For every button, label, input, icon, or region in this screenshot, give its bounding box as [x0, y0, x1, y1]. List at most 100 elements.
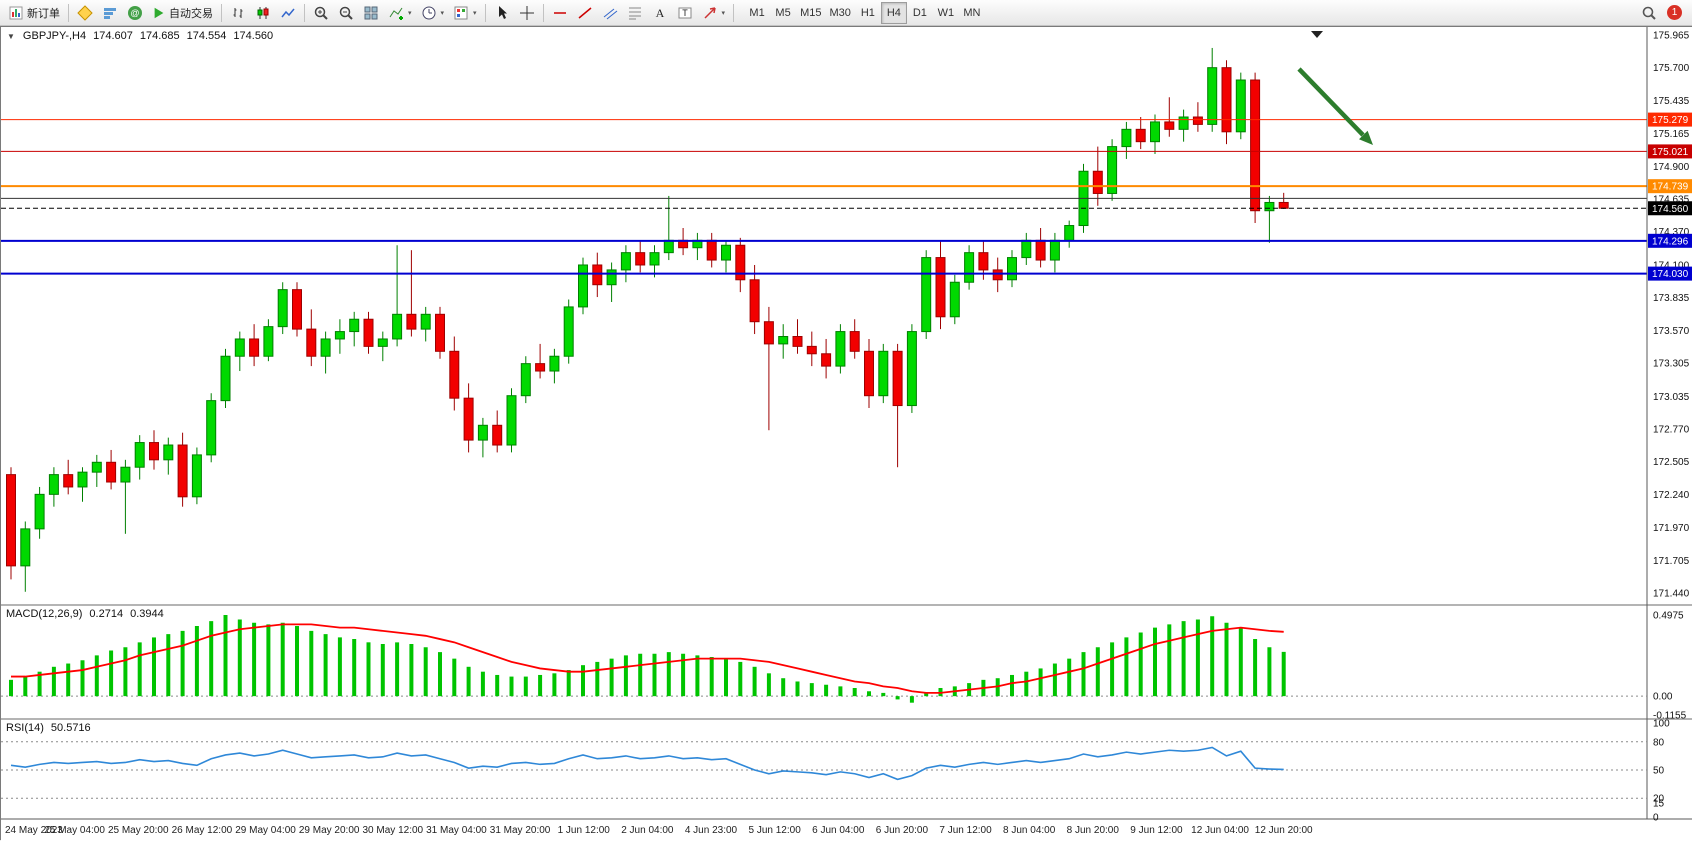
label-button[interactable]: T — [673, 2, 697, 24]
price-axis-label: 171.705 — [1653, 556, 1690, 567]
timeframe-d1-button[interactable]: D1 — [912, 6, 927, 19]
bear-candle — [149, 442, 159, 461]
line-chart-button[interactable] — [276, 2, 300, 24]
search-button[interactable] — [1637, 2, 1661, 24]
date-axis-label: 25 May 20:00 — [108, 825, 169, 836]
date-axis-label: 2 Jun 04:00 — [621, 825, 674, 836]
trendline-icon — [578, 6, 592, 19]
channel-button[interactable] — [598, 2, 622, 24]
chevron-down-icon: ▾ — [440, 9, 445, 17]
bear-candle — [735, 244, 746, 281]
arrow-annotation[interactable] — [1297, 67, 1365, 137]
chart-window: 175.965 175.700 175.435 175.165 174.900 174.6… — [0, 26, 1692, 841]
zoom-in-button[interactable] — [309, 2, 333, 24]
bear-candle — [849, 331, 860, 352]
text-button[interactable]: A — [648, 2, 672, 24]
fibonacci-button[interactable] — [623, 2, 647, 24]
bull-candle — [91, 461, 102, 473]
timeframe-mn-button[interactable]: MN — [963, 6, 981, 19]
rsi-axis-label: 15 — [1653, 798, 1665, 809]
price-tag — [1648, 144, 1692, 159]
bull-candle — [263, 326, 274, 357]
bear-candle — [6, 474, 16, 567]
auto-trading-button[interactable]: 自动交易 — [148, 2, 217, 24]
market-depth-button[interactable] — [98, 2, 122, 24]
svg-text:T: T — [682, 8, 688, 18]
timeframe-h1-button[interactable]: H1 — [860, 6, 875, 19]
timeframe-m30-button[interactable]: M30 — [829, 6, 851, 19]
tile-windows-button[interactable] — [359, 2, 383, 24]
date-axis-label: 30 May 12:00 — [363, 825, 424, 836]
bull-candle — [1207, 67, 1218, 125]
indicators-icon — [389, 7, 403, 20]
bear-candle — [363, 318, 374, 347]
price-axis-label: 175.435 — [1653, 96, 1690, 107]
price-tag — [1648, 201, 1692, 216]
rsi-line — [10, 746, 1284, 781]
bull-candle — [277, 289, 288, 328]
indicators-button[interactable]: ▾ — [384, 2, 416, 24]
candlestick-chart-button[interactable] — [251, 2, 275, 24]
bull-candle — [1264, 201, 1275, 212]
bull-candle — [921, 257, 932, 333]
rsi-axis-label: 50 — [1653, 766, 1665, 777]
metaeditor-icon — [77, 4, 93, 21]
date-axis-label: 9 Jun 12:00 — [1130, 825, 1183, 836]
chevron-down-icon: ▾ — [721, 9, 726, 17]
price-axis-label: 172.505 — [1653, 457, 1690, 468]
price-axis-label: 174.635 — [1653, 195, 1690, 206]
timeframe-w1-button[interactable]: W1 — [937, 6, 955, 19]
time-axis[interactable] — [1, 819, 1692, 841]
timeframe-m5-button[interactable]: M5 — [775, 6, 791, 19]
toolbar-separator — [484, 3, 486, 22]
community-icon: @ — [128, 5, 142, 20]
chart-canvas[interactable]: 175.965 175.700 175.435 175.165 174.900 174.6… — [1, 27, 1692, 841]
new-order-button[interactable]: 新订单 — [4, 2, 64, 24]
bull-candle — [663, 239, 674, 254]
bear-candle — [978, 252, 989, 271]
horizontal-line-button[interactable] — [548, 2, 572, 24]
bear-candle — [821, 353, 832, 367]
timeframe-h4-button[interactable]: H4 — [880, 1, 907, 24]
bull-candle — [1150, 121, 1160, 143]
bull-candle — [34, 493, 45, 530]
zoom-out-button[interactable] — [334, 2, 358, 24]
arrow-annotation-head[interactable] — [1359, 130, 1373, 145]
price-tag — [1648, 179, 1692, 194]
price-axis[interactable] — [1647, 27, 1692, 819]
rsi-axis-label: 80 — [1653, 737, 1665, 748]
bear-candle — [592, 264, 603, 286]
cursor-button[interactable] — [490, 2, 514, 24]
channel-icon — [603, 8, 617, 19]
crosshair-button[interactable] — [515, 2, 539, 24]
bear-candle — [892, 350, 903, 407]
one-click-trading-toggle[interactable]: ▼ — [7, 31, 15, 41]
toolbar-separator — [542, 3, 544, 22]
new-order-icon — [9, 6, 23, 19]
timeframe-m1-button[interactable]: M1 — [749, 6, 765, 19]
market-depth-icon — [104, 7, 116, 19]
templates-button[interactable]: ▾ — [449, 2, 481, 24]
periods-button[interactable]: ▾ — [417, 2, 449, 24]
date-axis-label: 5 Jun 12:00 — [748, 825, 801, 836]
bear-candle — [1278, 201, 1289, 209]
timeframe-m15-button[interactable]: M15 — [800, 6, 822, 19]
price-axis-label: 172.240 — [1653, 490, 1690, 501]
fibonacci-icon — [628, 7, 641, 19]
chevron-down-icon: ▾ — [408, 9, 412, 17]
community-button[interactable]: @ — [123, 2, 147, 24]
rsi-axis-label: 0 — [1653, 813, 1659, 824]
bull-candle — [320, 338, 331, 357]
crosshair-icon — [519, 5, 534, 20]
bull-candle — [134, 442, 145, 468]
metaeditor-button[interactable] — [73, 2, 97, 24]
arrows-button[interactable]: ▾ — [698, 2, 730, 24]
notification-badge[interactable]: 1 — [1667, 5, 1682, 20]
bar-chart-icon — [233, 7, 243, 18]
bull-candle — [606, 269, 617, 286]
chart-shift-marker[interactable] — [1311, 31, 1323, 38]
bar-chart-button[interactable] — [226, 2, 250, 24]
trendline-button[interactable] — [573, 2, 597, 24]
bear-candle — [306, 328, 317, 357]
bear-candle — [492, 424, 503, 446]
